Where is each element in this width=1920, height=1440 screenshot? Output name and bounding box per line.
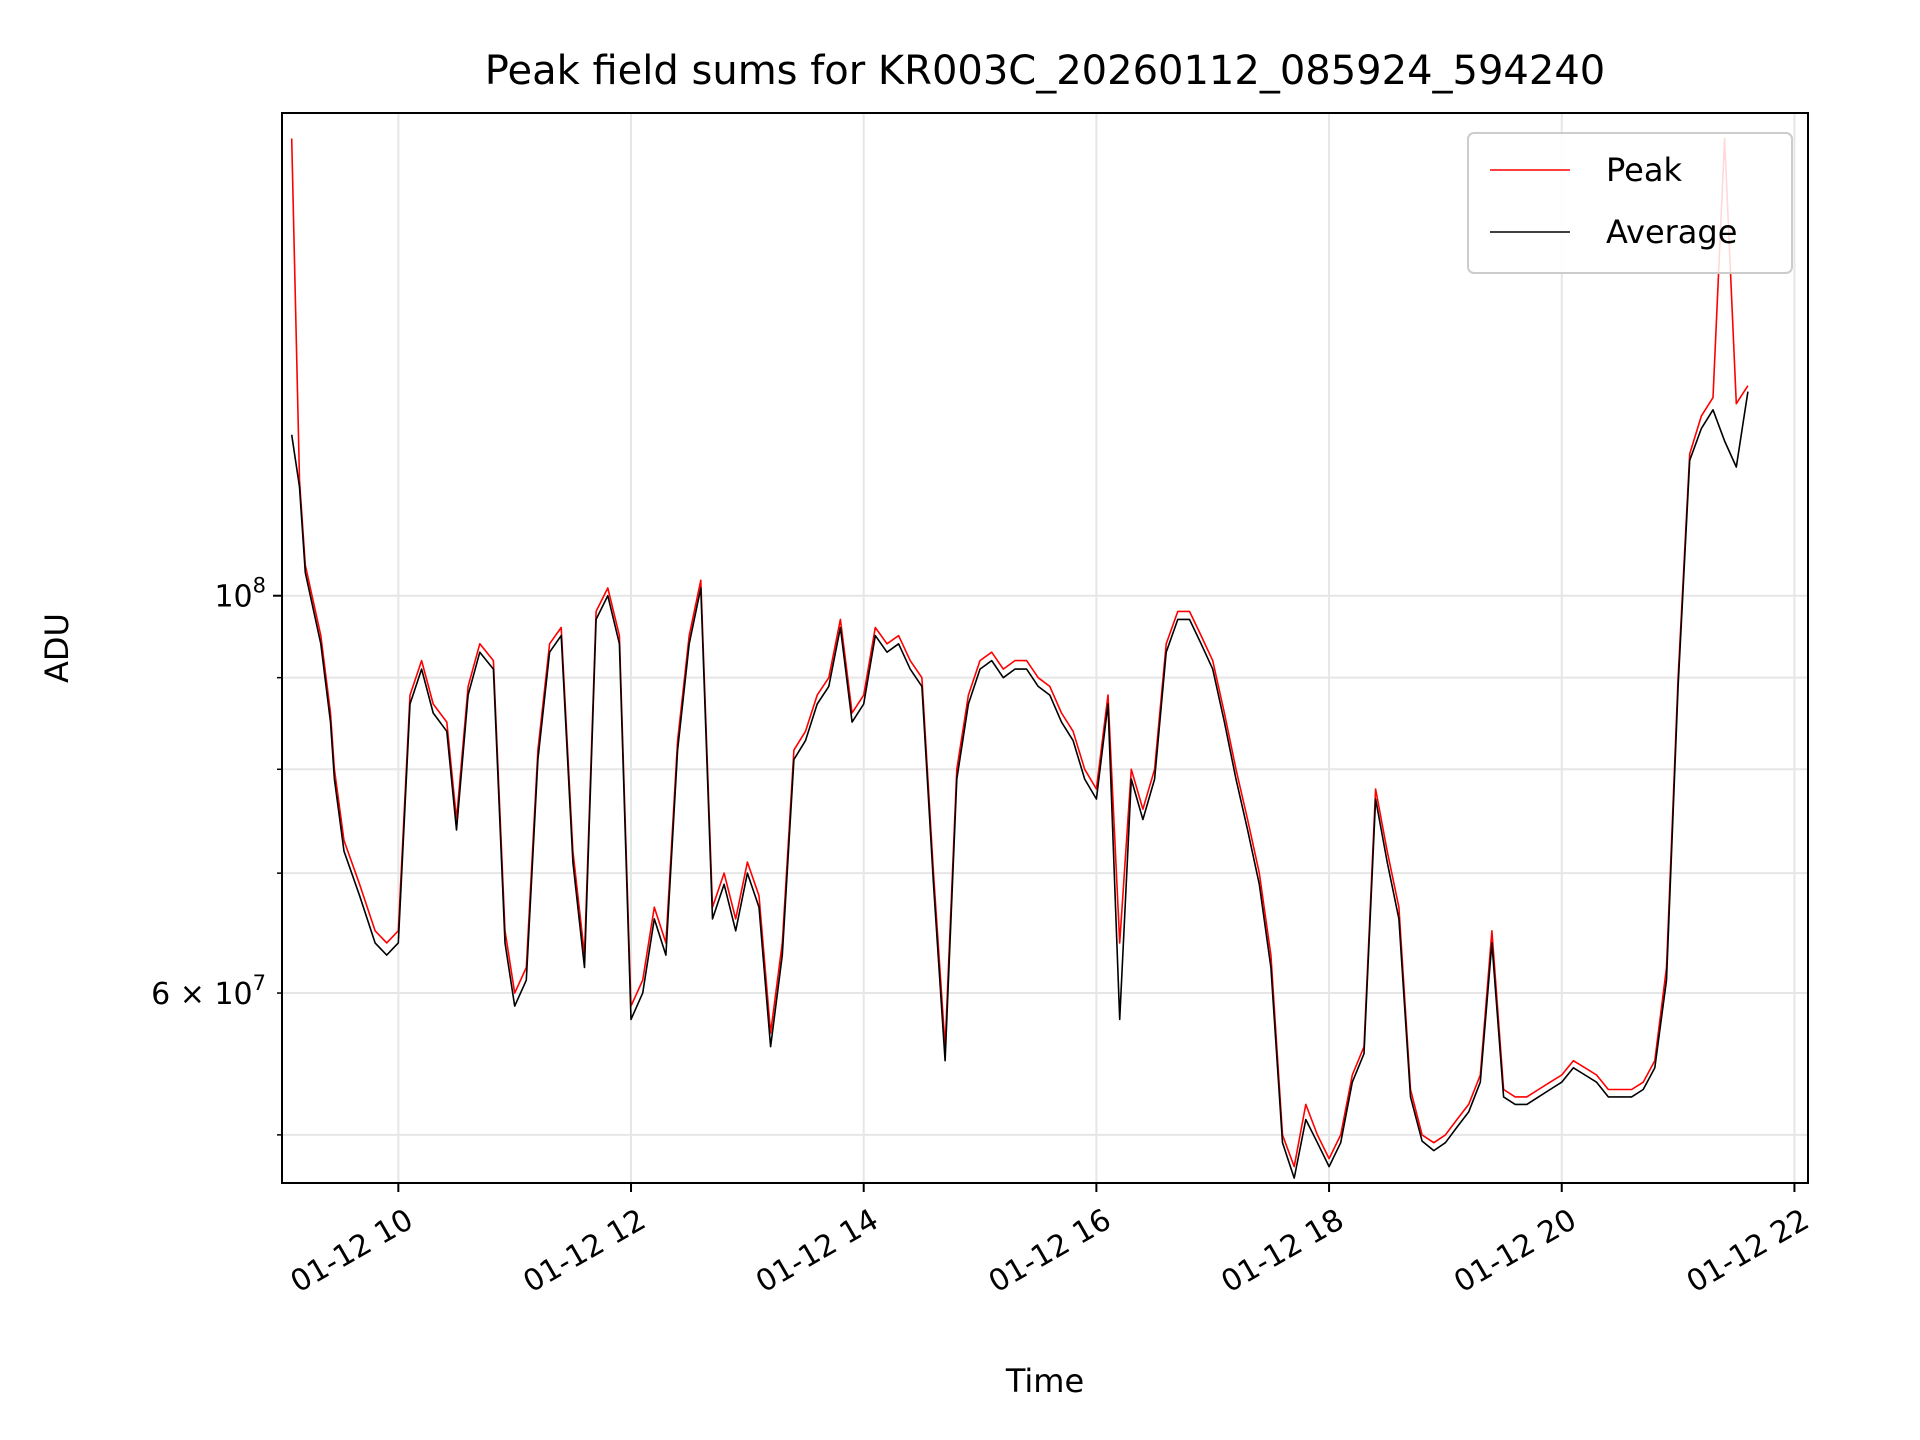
x-axis-label: Time	[1005, 1362, 1084, 1400]
y-minor-tick-label: 6 × 107	[151, 971, 266, 1012]
legend-label: Average	[1606, 213, 1737, 251]
y-tick-label-exponent: 8	[253, 574, 266, 598]
plot-lines	[290, 137, 1749, 1179]
legend: Peak Average	[1467, 132, 1793, 274]
y-tick-label-mantissa: 6	[151, 977, 170, 1012]
grid	[282, 113, 1808, 1183]
y-tick-label: 108	[214, 574, 266, 615]
y-tick-label-times: ×	[170, 977, 214, 1012]
y-axis-label: ADU	[38, 613, 76, 683]
y-tick-label-base: 10	[214, 977, 252, 1012]
legend-label: Peak	[1606, 151, 1682, 189]
plot-frame	[281, 112, 1809, 1184]
series-line-average	[290, 391, 1749, 1179]
y-tick-label-exponent: 7	[253, 971, 266, 995]
y-tick-label-base: 10	[214, 580, 252, 615]
chart-title: Peak field sums for KR003C_20260112_0859…	[485, 48, 1605, 94]
legend-box	[1467, 132, 1793, 274]
